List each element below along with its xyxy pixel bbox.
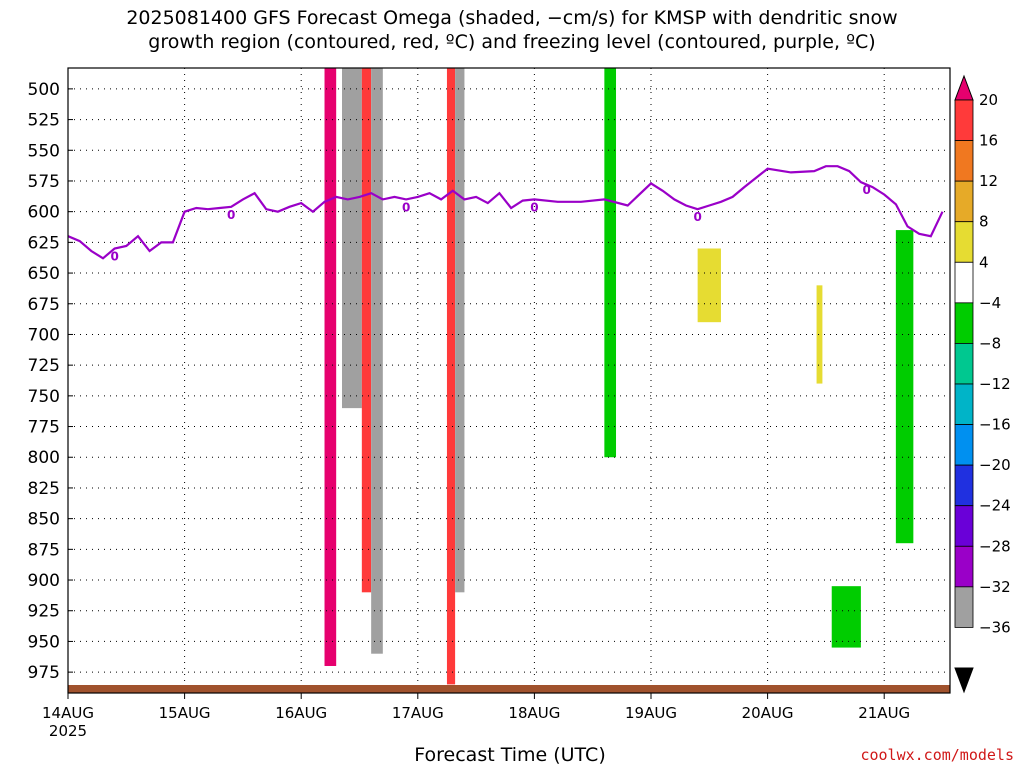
y-tick-label-750: 750 [28, 387, 60, 407]
colorbar-label-12: −32 [979, 578, 1011, 596]
colorbar: 20 16 12 8 4 −4 −8 −12 −16 −20 −24 −28 −32 −36 [954, 74, 1011, 694]
omega-band-10 [895, 230, 914, 544]
colorbar-label-3: 8 [979, 213, 989, 231]
y-tick-label-825: 825 [28, 479, 60, 499]
colorbar-top-arrow [954, 74, 974, 101]
plot-frame [67, 67, 951, 694]
terrain-ground [68, 685, 950, 693]
y-tick-label-525: 525 [28, 111, 60, 131]
omega-band-0 [184, 68, 194, 691]
x-tick-label-17AUG: 17AUG [392, 704, 444, 722]
y-axis: 500 525 550 575 600 625 650 675 700 725 750 775 800 8… [28, 80, 73, 683]
colorbar-swatch-11 [954, 545, 974, 588]
x-tick-label-16AUG: 16AUG [275, 704, 327, 722]
y-tick-label-850: 850 [28, 510, 60, 530]
y-tick-label-500: 500 [28, 80, 60, 100]
grid-lines [68, 68, 950, 693]
y-tick-label-550: 550 [28, 141, 60, 161]
colorbar-swatch-12 [954, 586, 974, 628]
colorbar-swatch-7 [954, 383, 974, 425]
colorbar-swatch-10 [954, 505, 974, 547]
freezing-level-label-4: 0 [693, 210, 701, 224]
x-tick-label-18AUG: 18AUG [508, 704, 560, 722]
y-tick-label-800: 800 [28, 448, 60, 468]
freezing-level-label-0: 0 [110, 250, 118, 264]
omega-band-4 [371, 68, 383, 654]
omega-band-7 [604, 68, 617, 458]
x-axis: 14AUG 15AUG 16AUG 17AUG 18AUG 19AUG 20AUG 21AUG… [42, 693, 910, 740]
omega-band-2 [324, 68, 337, 666]
colorbar-label-8: −16 [979, 416, 1011, 434]
colorbar-swatch-4 [954, 261, 974, 304]
omega-band-3 [361, 68, 372, 593]
y-tick-label-575: 575 [28, 172, 60, 192]
omega-shading [184, 68, 914, 691]
omega-band-9 [831, 586, 861, 648]
colorbar-label-13: −36 [979, 618, 1011, 636]
freezing-level-label-5: 0 [863, 183, 871, 197]
freezing-level-label-1: 0 [227, 208, 235, 222]
colorbar-swatch-5 [954, 302, 974, 344]
colorbar-label-10: −24 [979, 497, 1011, 515]
colorbar-label-2: 12 [979, 172, 998, 190]
colorbar-swatch-0 [954, 99, 974, 141]
colorbar-swatch-6 [954, 343, 974, 385]
colorbar-swatch-2 [954, 180, 974, 223]
y-tick-label-700: 700 [28, 325, 60, 345]
freezing-level-label-2: 0 [402, 200, 410, 214]
omega-band-11 [697, 248, 721, 323]
omega-band-1 [342, 68, 362, 409]
x-tick-label-15AUG: 15AUG [159, 704, 211, 722]
y-tick-label-625: 625 [28, 233, 60, 253]
x-tick-label-21AUG: 21AUG [858, 704, 910, 722]
x-tick-label-20AUG: 20AUG [742, 704, 794, 722]
y-tick-label-775: 775 [28, 418, 60, 438]
y-tick-label-650: 650 [28, 264, 60, 284]
y-tick-label-725: 725 [28, 356, 60, 376]
colorbar-swatch-1 [954, 140, 974, 182]
omega-band-8 [816, 285, 823, 384]
colorbar-label-11: −28 [979, 537, 1011, 555]
freezing-level-contour: 0 0 0 0 0 0 [68, 165, 944, 264]
y-tick-label-925: 925 [28, 602, 60, 622]
y-tick-label-675: 675 [28, 295, 60, 315]
colorbar-label-4: 4 [979, 253, 989, 271]
y-tick-label-600: 600 [28, 203, 60, 223]
x-axis-label: Forecast Time (UTC) [414, 744, 606, 766]
colorbar-label-5: −4 [979, 294, 1001, 312]
colorbar-swatch-8 [954, 424, 974, 466]
freezing-level-line [68, 165, 944, 260]
credit-text: coolwx.com/models [860, 746, 1014, 764]
colorbar-label-1: 16 [979, 132, 998, 150]
x-tick-label-19AUG: 19AUG [625, 704, 677, 722]
y-tick-label-900: 900 [28, 571, 60, 591]
colorbar-swatch-9 [954, 464, 974, 507]
colorbar-label-0: 20 [979, 91, 998, 109]
y-tick-label-875: 875 [28, 540, 60, 560]
y-tick-label-975: 975 [28, 663, 60, 683]
freezing-level-label-3: 0 [530, 200, 538, 214]
omega-band-6 [455, 68, 465, 593]
x-tick-label-14AUG: 14AUG [42, 704, 94, 722]
colorbar-label-7: −12 [979, 375, 1011, 393]
x-tick-sublabel: 2025 [49, 722, 87, 740]
omega-band-5 [446, 68, 456, 685]
colorbar-label-6: −8 [979, 334, 1001, 352]
y-tick-label-950: 950 [28, 632, 60, 652]
chart-title: 2025081400 GFS Forecast Omega (shaded, −… [126, 7, 898, 53]
colorbar-swatch-3 [954, 221, 974, 263]
colorbar-bottom-arrow [954, 667, 974, 694]
colorbar-label-9: −20 [979, 456, 1011, 474]
